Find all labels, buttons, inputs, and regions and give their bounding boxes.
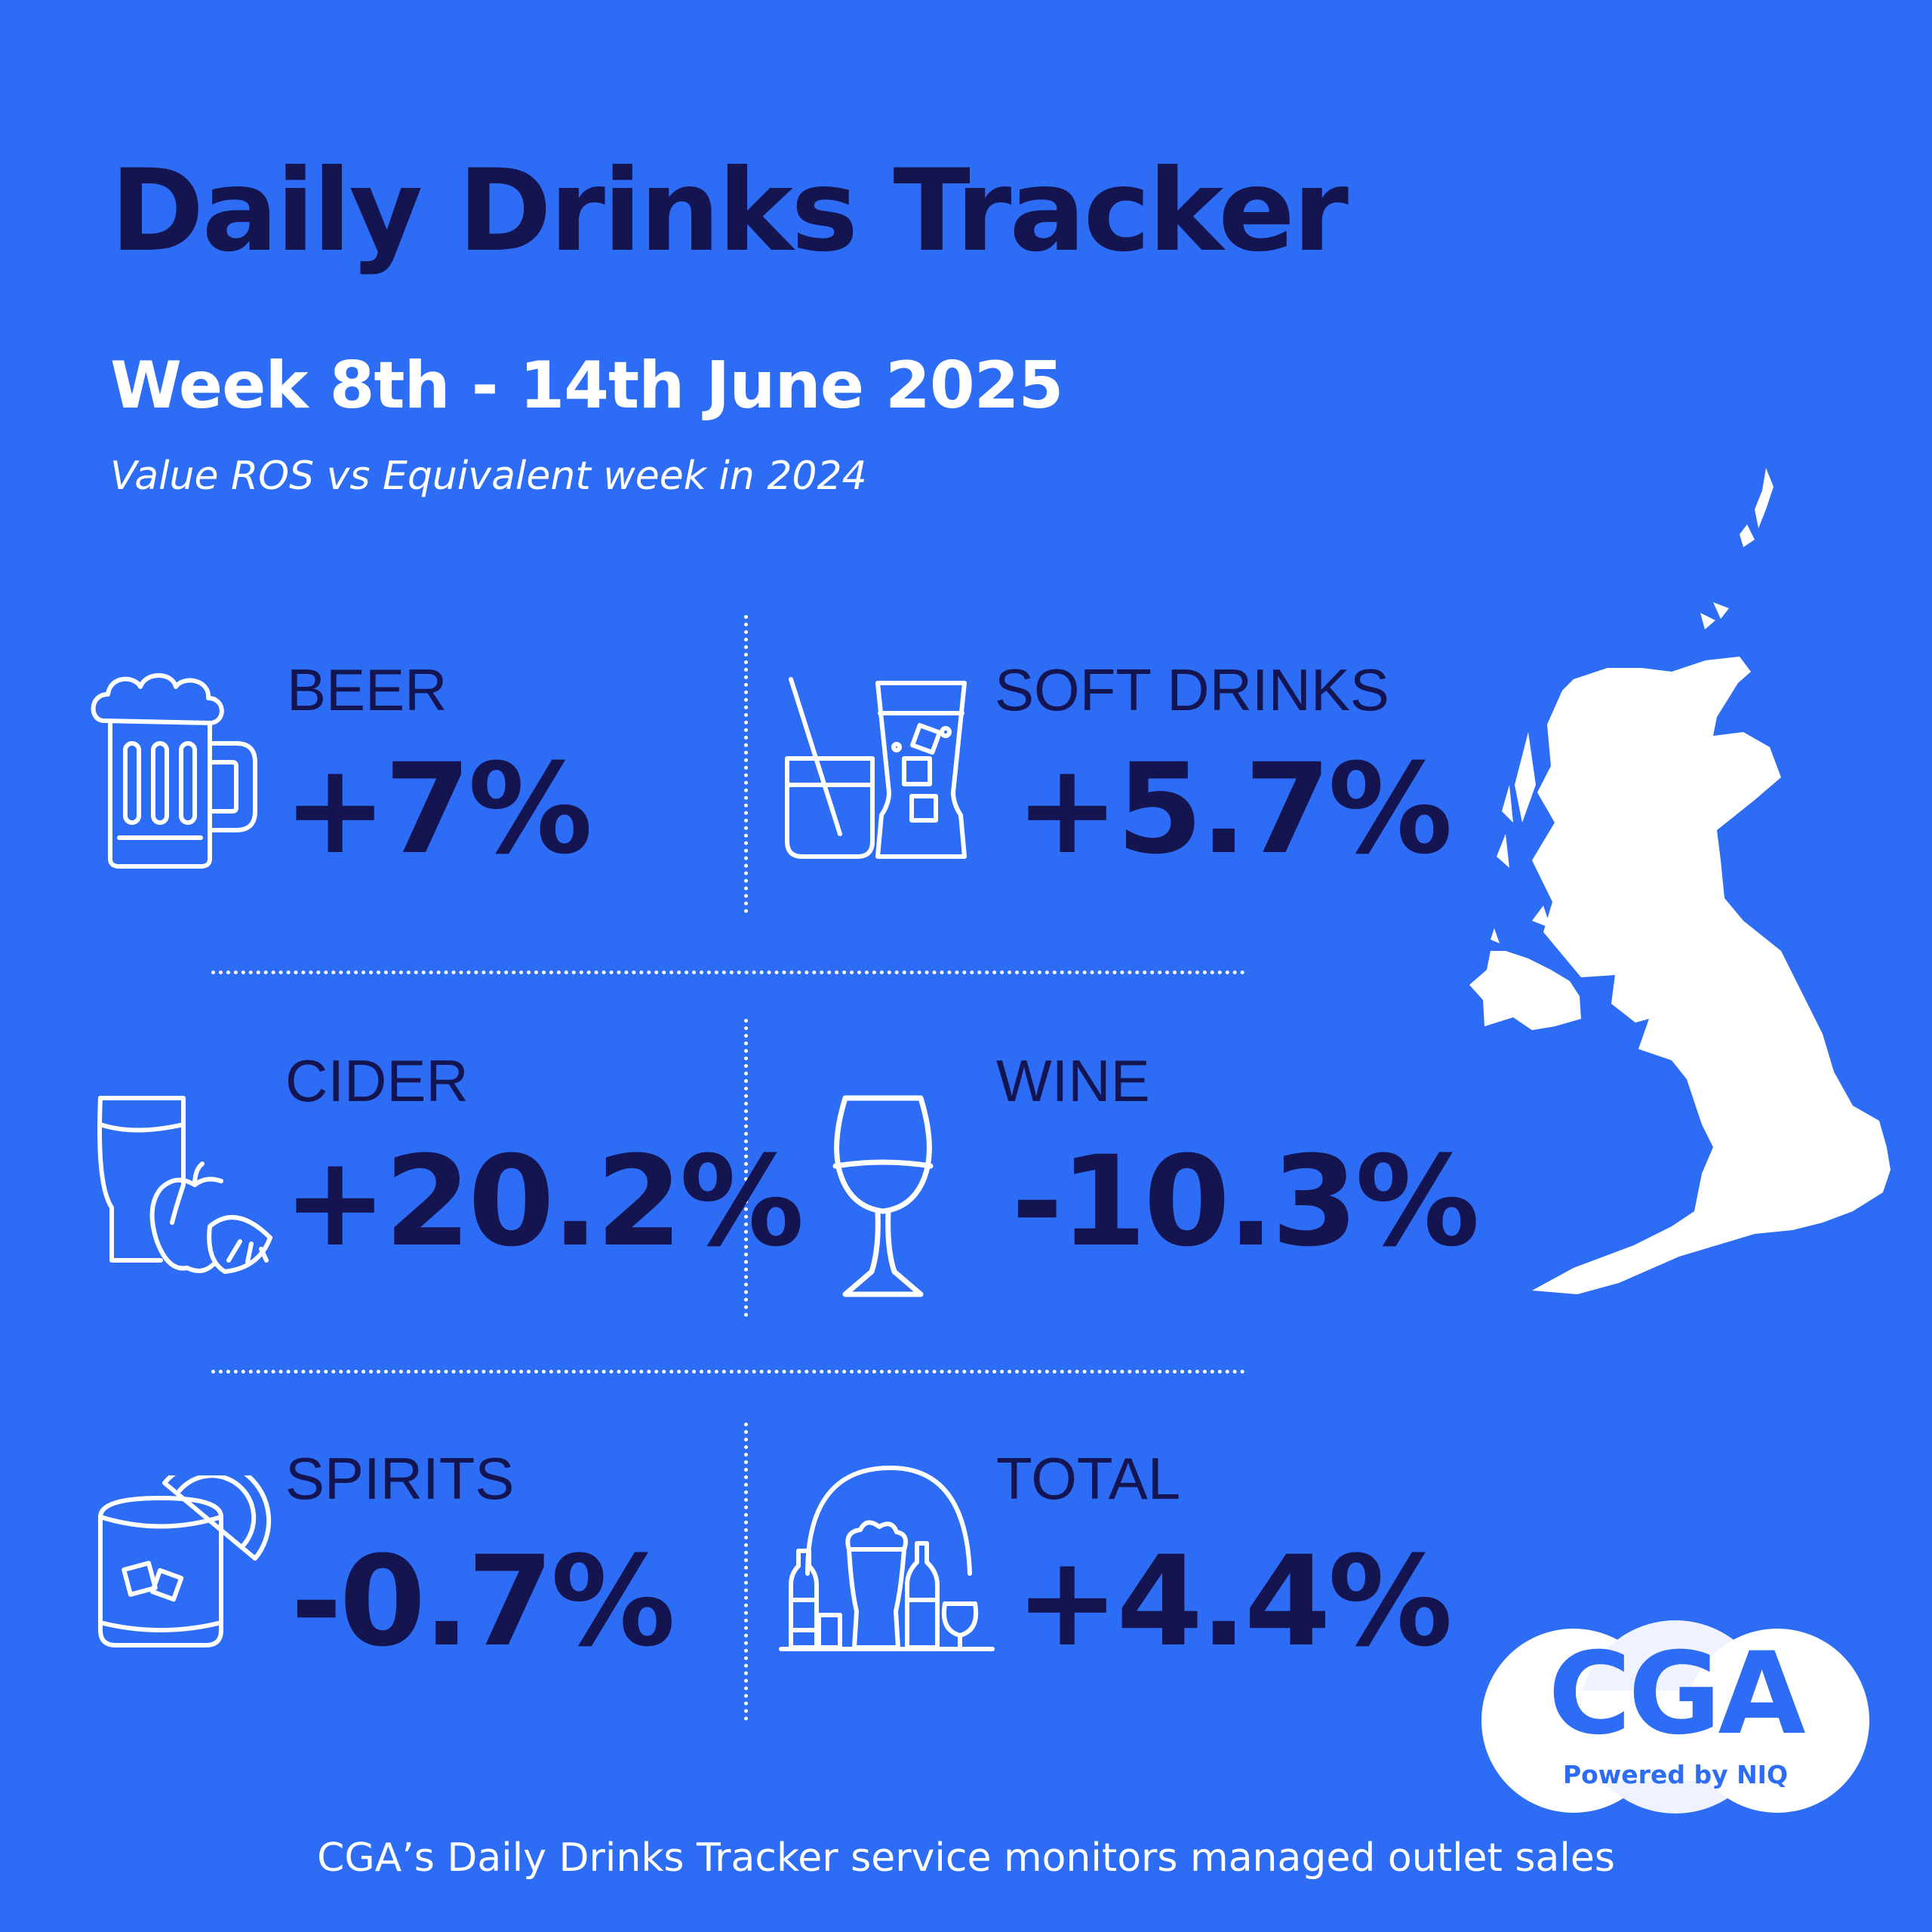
page-title: Daily Drinks Tracker xyxy=(110,146,1349,277)
category-value-beer: +7% xyxy=(283,737,592,881)
horizontal-divider xyxy=(211,1370,1245,1374)
cga-logo-subtext: Powered by NIQ xyxy=(1562,1760,1789,1789)
vertical-divider xyxy=(744,1423,748,1721)
category-label-wine: WINE xyxy=(996,1048,1150,1114)
category-value-soft-drinks: +5.7% xyxy=(1015,737,1453,881)
vertical-divider xyxy=(744,1019,748,1317)
category-value-wine: -10.3% xyxy=(1011,1129,1480,1274)
category-label-total: TOTAL xyxy=(996,1445,1181,1512)
category-label-spirits: SPIRITS xyxy=(285,1445,515,1512)
category-label-beer: BEER xyxy=(287,657,448,723)
soft-drinks-icon xyxy=(783,672,968,860)
category-value-total: +4.4% xyxy=(1015,1529,1453,1674)
footer-note: CGA’s Daily Drinks Tracker service monit… xyxy=(317,1835,1615,1881)
week-range: Week 8th - 14th June 2025 xyxy=(110,348,1063,423)
metric-subtitle: Value ROS vs Equivalent week in 2024 xyxy=(110,454,867,499)
cga-logo-text: CGA xyxy=(1548,1629,1805,1760)
cga-logo: CGA Powered by NIQ xyxy=(1472,1607,1879,1834)
uk-map xyxy=(1460,468,1913,1339)
beer-mug-icon xyxy=(82,664,270,875)
wine-glass-icon xyxy=(826,1094,940,1302)
vertical-divider xyxy=(744,615,748,913)
cider-apple-icon xyxy=(89,1094,293,1283)
category-value-spirits: -0.7% xyxy=(291,1529,675,1674)
category-label-soft-drinks: SOFT DRINKS xyxy=(995,657,1389,723)
spirits-glass-icon xyxy=(97,1475,278,1649)
horizontal-divider xyxy=(211,971,1245,974)
category-value-cider: +20.2% xyxy=(283,1129,804,1274)
drinks-assortment-icon xyxy=(777,1460,996,1657)
category-label-cider: CIDER xyxy=(285,1048,469,1114)
